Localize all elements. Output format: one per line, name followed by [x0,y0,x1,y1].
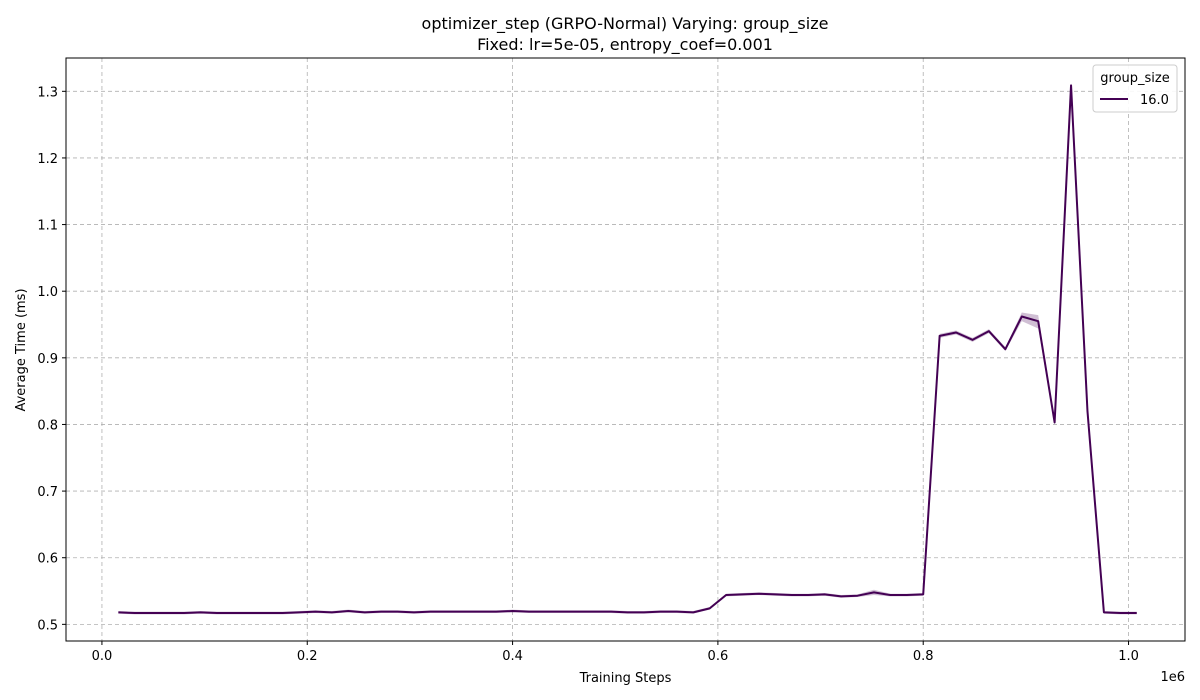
grid [66,58,1185,641]
legend: group_size 16.0 [1092,64,1178,113]
y-tick-label: 0.7 [37,485,58,500]
series-band [118,82,1137,615]
x-tick-label: 0.4 [502,649,523,664]
x-axis-offset-label: 1e6 [1160,670,1185,685]
y-axis-label: Average Time (ms) [14,288,29,411]
y-axis-ticks: 0.5 0.6 0.7 0.8 0.9 1.0 1.1 1.2 1.3 [37,85,66,633]
x-tick-label: 0.8 [913,649,934,664]
y-tick-label: 0.6 [37,552,58,567]
x-axis-ticks: 0.0 0.2 0.4 0.6 0.8 1.0 [92,641,1139,664]
y-tick-label: 1.0 [37,285,58,300]
x-tick-label: 0.6 [708,649,729,664]
series-lines [118,84,1137,615]
y-tick-label: 0.5 [37,618,58,633]
legend-title: group_size [1100,71,1169,86]
x-tick-label: 0.2 [297,649,318,664]
x-tick-label: 1.0 [1118,649,1139,664]
chart-title: optimizer_step (GRPO-Normal) Varying: gr… [422,14,829,34]
confidence-bands [118,82,1137,615]
plot-frame [65,57,1186,642]
chart-subtitle: Fixed: lr=5e-05, entropy_coef=0.001 [477,35,773,55]
x-tick-label: 0.0 [92,649,113,664]
y-tick-label: 1.3 [37,85,58,100]
legend-entry-16: 16.0 [1140,93,1169,108]
y-tick-label: 0.9 [37,352,58,367]
y-tick-label: 1.2 [37,152,58,167]
y-tick-label: 1.1 [37,219,58,234]
x-axis-label: Training Steps [579,671,672,686]
y-tick-label: 0.8 [37,418,58,433]
series-line [118,84,1137,615]
legend-box [1092,64,1178,113]
